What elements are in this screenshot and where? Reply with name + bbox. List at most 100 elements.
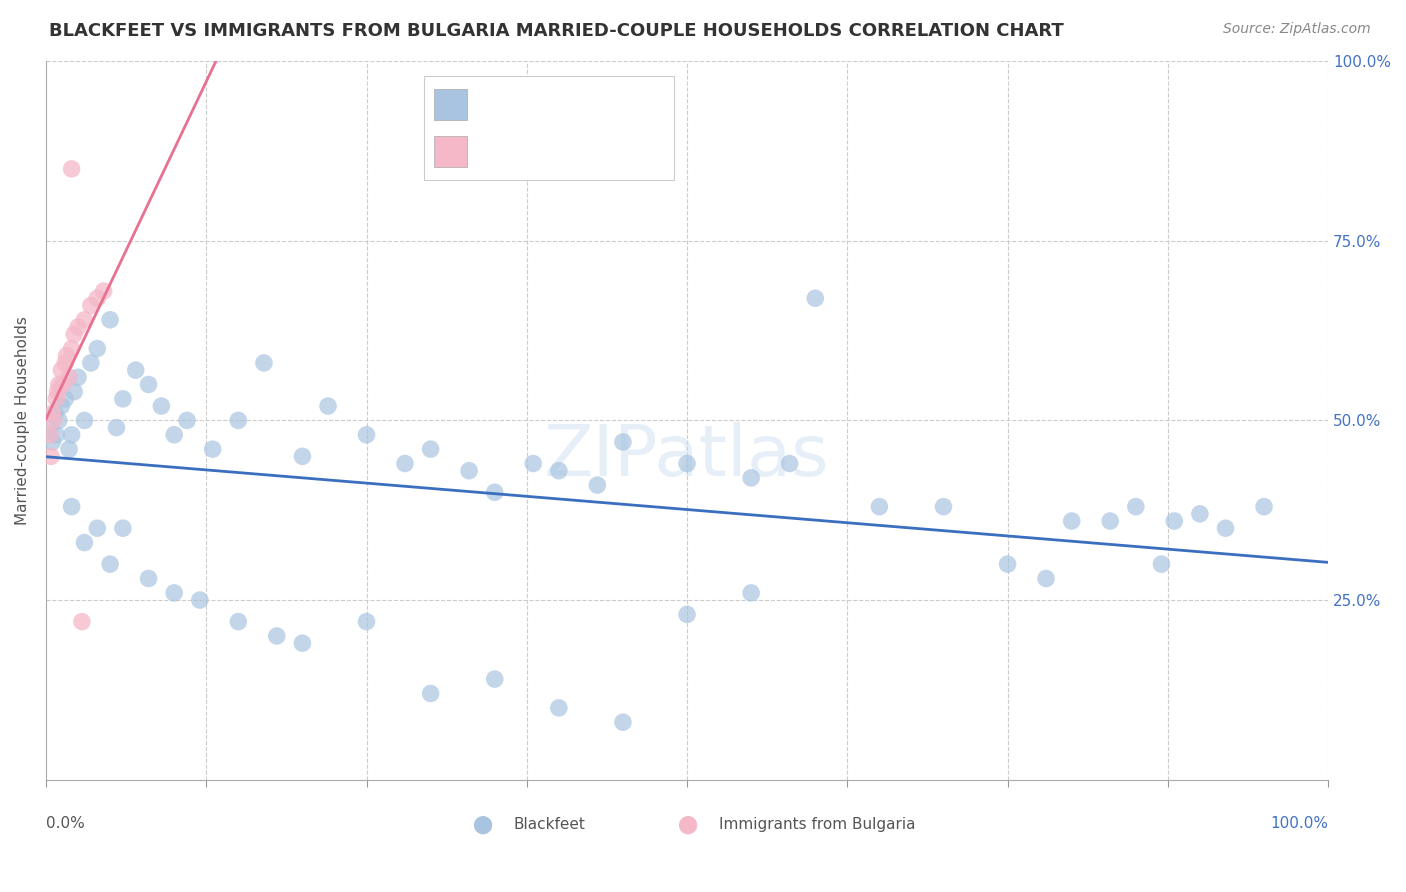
Point	[73, 313, 96, 327]
Point	[58, 442, 80, 457]
Point	[932, 500, 955, 514]
Point	[98, 557, 121, 571]
Point	[60, 342, 83, 356]
Point	[484, 672, 506, 686]
Point	[176, 413, 198, 427]
Point	[356, 427, 378, 442]
Point	[676, 607, 699, 622]
Point	[1215, 521, 1237, 535]
Point	[93, 284, 115, 298]
Point	[163, 586, 186, 600]
Point	[48, 413, 70, 427]
Point	[66, 370, 89, 384]
Point	[53, 356, 76, 370]
Point	[612, 715, 634, 730]
Point	[612, 434, 634, 449]
Point	[38, 427, 60, 442]
Point	[73, 535, 96, 549]
Point	[46, 384, 69, 399]
Point	[41, 434, 63, 449]
Point	[226, 413, 249, 427]
Point	[38, 420, 60, 434]
Text: Immigrants from Bulgaria: Immigrants from Bulgaria	[718, 817, 915, 832]
Text: 100.0%: 100.0%	[1270, 815, 1329, 830]
Point	[53, 392, 76, 406]
Point	[44, 406, 66, 420]
Point	[60, 500, 83, 514]
Point	[226, 615, 249, 629]
Point	[419, 686, 441, 700]
Point	[80, 298, 103, 312]
Point	[1188, 507, 1211, 521]
Y-axis label: Married-couple Households: Married-couple Households	[15, 316, 30, 524]
Point	[48, 377, 70, 392]
Point	[804, 291, 827, 305]
Point	[42, 413, 65, 427]
Point	[522, 457, 544, 471]
Point	[1253, 500, 1275, 514]
Point	[138, 572, 160, 586]
Point	[291, 636, 314, 650]
Point	[163, 427, 186, 442]
Point	[740, 471, 762, 485]
Point	[356, 615, 378, 629]
Point	[253, 356, 276, 370]
Point	[868, 500, 890, 514]
Point	[1035, 572, 1057, 586]
Point	[60, 427, 83, 442]
Point	[111, 521, 134, 535]
Text: ⬤: ⬤	[678, 815, 697, 834]
Text: 0.0%: 0.0%	[46, 815, 84, 830]
Point	[63, 384, 86, 399]
Point	[51, 363, 73, 377]
Point	[1099, 514, 1122, 528]
Point	[1163, 514, 1185, 528]
Point	[676, 457, 699, 471]
Point	[997, 557, 1019, 571]
Point	[60, 161, 83, 176]
Text: Blackfeet: Blackfeet	[515, 817, 586, 832]
Point	[779, 457, 801, 471]
Point	[98, 313, 121, 327]
Point	[394, 457, 416, 471]
Point	[547, 701, 569, 715]
Point	[1060, 514, 1083, 528]
Point	[138, 377, 160, 392]
Point	[484, 485, 506, 500]
Text: ⬤: ⬤	[472, 815, 492, 834]
Point	[41, 406, 63, 420]
Point	[39, 450, 62, 464]
Point	[111, 392, 134, 406]
Point	[80, 356, 103, 370]
Point	[150, 399, 173, 413]
Point	[586, 478, 609, 492]
Point	[458, 464, 481, 478]
Point	[291, 450, 314, 464]
Point	[547, 464, 569, 478]
Point	[45, 392, 67, 406]
Point	[66, 320, 89, 334]
Point	[1150, 557, 1173, 571]
Point	[188, 593, 211, 607]
Point	[1125, 500, 1147, 514]
Point	[55, 349, 77, 363]
Point	[52, 377, 75, 392]
Point	[316, 399, 339, 413]
Point	[105, 420, 128, 434]
Point	[45, 427, 67, 442]
Point	[266, 629, 288, 643]
Text: ZIPatlas: ZIPatlas	[544, 422, 830, 491]
Point	[63, 327, 86, 342]
Point	[86, 291, 108, 305]
Point	[419, 442, 441, 457]
Point	[73, 413, 96, 427]
Point	[201, 442, 224, 457]
Text: Source: ZipAtlas.com: Source: ZipAtlas.com	[1223, 22, 1371, 37]
Point	[70, 615, 93, 629]
Point	[125, 363, 148, 377]
Point	[86, 342, 108, 356]
Point	[51, 399, 73, 413]
Point	[740, 586, 762, 600]
Point	[86, 521, 108, 535]
Point	[58, 370, 80, 384]
